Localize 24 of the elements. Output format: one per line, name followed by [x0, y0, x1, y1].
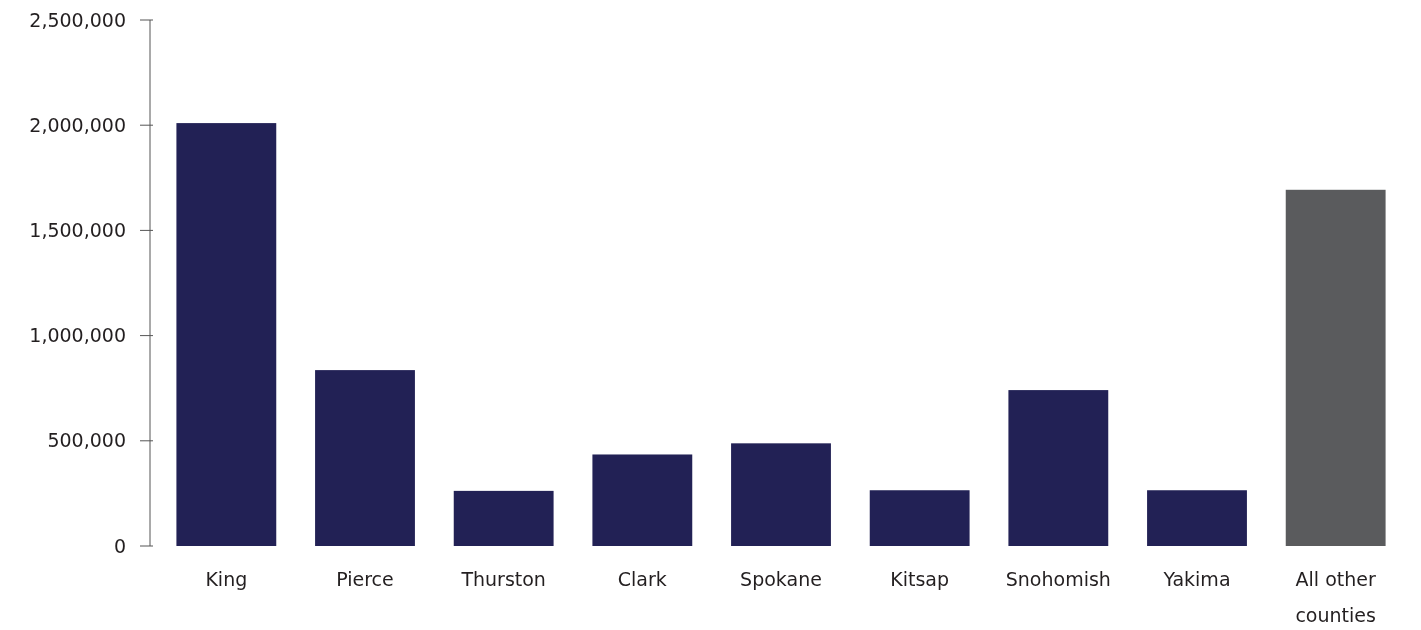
- x-tick-label: Thurston: [460, 568, 546, 590]
- x-tick-label: Yakima: [1162, 568, 1231, 590]
- bar: [1008, 390, 1109, 546]
- y-tick-label: 0: [113, 534, 126, 557]
- bar: [1147, 490, 1247, 546]
- x-tick-label: Kitsap: [890, 568, 950, 590]
- bar: [592, 454, 693, 546]
- bar: [315, 370, 415, 546]
- y-tick-label: 1,500,000: [29, 219, 126, 242]
- x-tick-label: Spokane: [740, 568, 822, 590]
- x-tick-label: Pierce: [336, 568, 394, 590]
- y-tick-label: 2,000,000: [29, 113, 126, 136]
- y-tick-label: 2,500,000: [29, 8, 126, 31]
- bar: [453, 490, 554, 546]
- x-tick-label: All other counties: [1295, 568, 1376, 626]
- bar: [1285, 189, 1386, 546]
- bar: [869, 490, 970, 546]
- y-tick-label: 500,000: [47, 429, 126, 452]
- bar: [176, 123, 277, 546]
- x-tick-label: King: [205, 568, 248, 590]
- x-tick-label: Clark: [617, 568, 667, 590]
- y-tick-label: 1,000,000: [29, 324, 126, 347]
- bar: [731, 443, 831, 546]
- x-tick-label: Snohomish: [1005, 568, 1111, 590]
